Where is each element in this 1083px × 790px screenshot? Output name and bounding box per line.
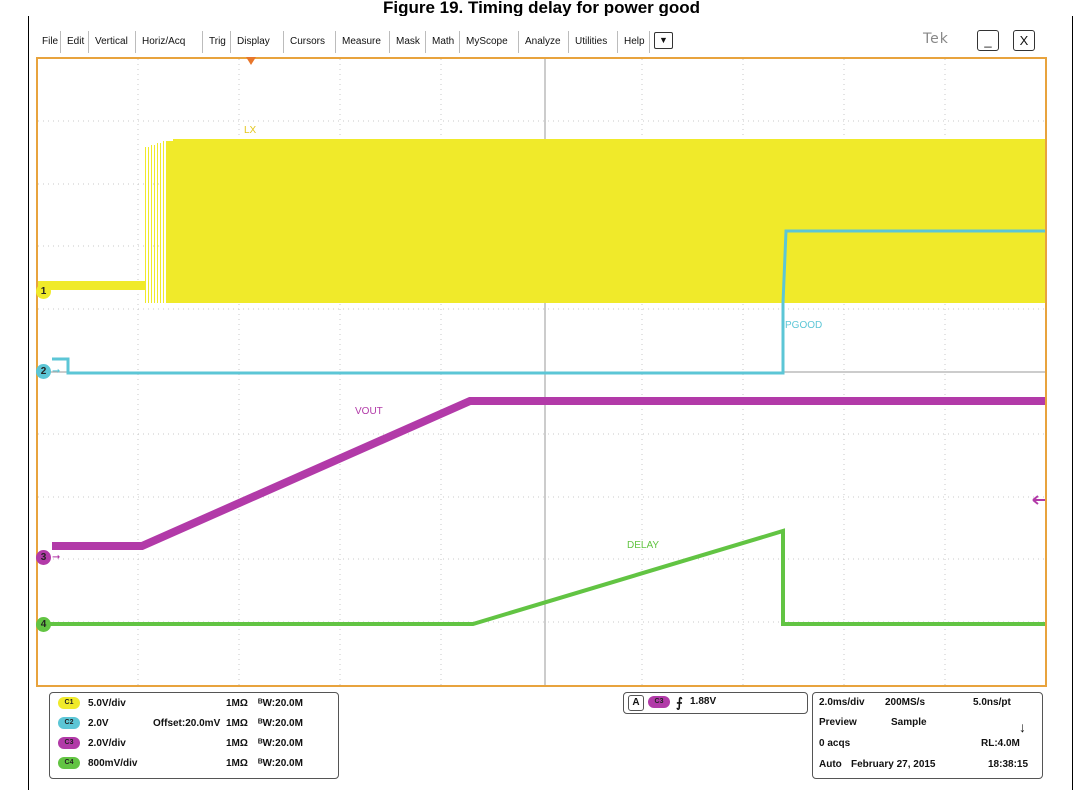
- ch3-reference-arrow: [1032, 495, 1045, 505]
- channel-bandwidth: ᴮW:20.0M: [258, 738, 303, 749]
- channel-settings-panel: C1 5.0V/div 1MΩ ᴮW:20.0M C2 2.0V Offset:…: [49, 692, 339, 779]
- menu-myscope[interactable]: MyScope: [466, 36, 508, 47]
- channel-scale: 800mV/div: [88, 758, 138, 769]
- menu-horiz-acq[interactable]: Horiz/Acq: [142, 36, 186, 47]
- channel-row-c3[interactable]: C3 2.0V/div 1MΩ ᴮW:20.0M: [58, 735, 334, 753]
- ch1-ground-marker[interactable]: 1: [36, 284, 51, 299]
- channel-bandwidth: ᴮW:20.0M: [258, 718, 303, 729]
- menu-divider: [518, 31, 519, 53]
- menu-divider: [88, 31, 89, 53]
- timebase-panel[interactable]: 2.0ms/div 200MS/s 5.0ns/pt Preview Sampl…: [812, 692, 1043, 779]
- channel-row-c4[interactable]: C4 800mV/div 1MΩ ᴮW:20.0M: [58, 755, 334, 773]
- channel-badge: C4: [58, 757, 80, 770]
- menu-divider: [60, 31, 61, 53]
- channel-scale: 5.0V/div: [88, 698, 126, 709]
- menu-divider: [617, 31, 618, 53]
- menu-mask[interactable]: Mask: [396, 36, 420, 47]
- menu-divider: [202, 31, 203, 53]
- ch4-ground-marker[interactable]: 4: [36, 617, 51, 632]
- tek-logo: Tek: [923, 31, 949, 47]
- ch3-arrow-icon: ➞: [52, 552, 61, 563]
- trigger-level: 1.88V: [690, 696, 717, 707]
- menu-divider: [568, 31, 569, 53]
- ch4-waveform-label: DELAY: [627, 540, 660, 551]
- minimize-icon: _: [984, 33, 992, 48]
- channel-badge: C2: [58, 717, 80, 730]
- acquisition-state: Preview: [819, 717, 857, 728]
- menu-divider: [335, 31, 336, 53]
- menu-dropdown-button[interactable]: ▼: [654, 32, 673, 49]
- close-button[interactable]: X: [1013, 30, 1035, 51]
- channel-coupling: 1MΩ: [226, 758, 248, 769]
- menu-divider: [283, 31, 284, 53]
- channel-bandwidth: ᴮW:20.0M: [258, 698, 303, 709]
- channel-badge: C3: [58, 737, 80, 750]
- menu-display[interactable]: Display: [237, 36, 270, 47]
- trigger-position-marker[interactable]: [246, 57, 256, 65]
- ch2-arrow-icon: ➞: [52, 366, 61, 377]
- trigger-label: A: [628, 695, 644, 711]
- channel-row-c1[interactable]: C1 5.0V/div 1MΩ ᴮW:20.0M: [58, 695, 334, 713]
- ch1-lx-trace: [38, 139, 1045, 303]
- menu-cursors[interactable]: Cursors: [290, 36, 326, 47]
- waveform-display: [38, 59, 1045, 685]
- trigger-settings-panel[interactable]: A C3 ⨍ 1.88V: [623, 692, 808, 714]
- acquisition-mode: Sample: [891, 717, 927, 728]
- menu-divider: [230, 31, 231, 53]
- channel-coupling: 1MΩ: [226, 738, 248, 749]
- run-stop-icon: ↓: [1019, 719, 1026, 735]
- channel-scale: 2.0V/div: [88, 738, 126, 749]
- ch2-waveform-label: PGOOD: [785, 320, 823, 331]
- menu-vertical[interactable]: Vertical: [95, 36, 128, 47]
- ch2-pgood-trace: [52, 229, 1045, 375]
- ch3-ground-marker[interactable]: 3: [36, 550, 51, 565]
- channel-row-c2[interactable]: C2 2.0V Offset:20.0mV 1MΩ ᴮW:20.0M: [58, 715, 334, 733]
- channel-offset: Offset:20.0mV: [153, 718, 221, 729]
- menu-trig[interactable]: Trig: [209, 36, 226, 47]
- menu-divider: [425, 31, 426, 53]
- ch4-delay-trace: [38, 528, 1045, 626]
- chevron-down-icon: ▼: [659, 35, 668, 45]
- ch1-waveform-label: LX: [244, 125, 257, 136]
- menu-divider: [389, 31, 390, 53]
- record-length: RL:4.0M: [981, 738, 1020, 749]
- ch2-ground-marker[interactable]: 2: [36, 364, 51, 379]
- rising-edge-icon: ⨍: [676, 695, 683, 710]
- trigger-mode: Auto: [819, 759, 842, 770]
- menu-help[interactable]: Help: [624, 36, 645, 47]
- page-title: Figure 19. Timing delay for power good: [382, 0, 701, 17]
- menu-measure[interactable]: Measure: [342, 36, 381, 47]
- menu-edit[interactable]: Edit: [67, 36, 85, 47]
- acquisition-date: February 27, 2015: [851, 759, 936, 770]
- minimize-button[interactable]: _: [977, 30, 999, 51]
- horizontal-scale: 2.0ms/div: [819, 697, 865, 708]
- menu-divider: [135, 31, 136, 53]
- close-icon: X: [1019, 33, 1029, 48]
- trigger-source-badge: C3: [648, 696, 670, 708]
- menu-utilities[interactable]: Utilities: [575, 36, 608, 47]
- ch3-vout-trace: [52, 397, 1045, 550]
- channel-coupling: 1MΩ: [226, 718, 248, 729]
- channel-scale: 2.0V: [88, 718, 109, 729]
- acquisition-time: 18:38:15: [988, 759, 1029, 770]
- channel-badge: C1: [58, 697, 80, 710]
- menu-analyze[interactable]: Analyze: [525, 36, 561, 47]
- menu-bar: File Edit Vertical Horiz/Acq Trig Displa…: [38, 26, 1048, 56]
- acquisition-count: 0 acqs: [819, 738, 851, 749]
- menu-file[interactable]: File: [42, 36, 59, 47]
- sample-rate: 200MS/s: [885, 697, 926, 708]
- time-per-point: 5.0ns/pt: [973, 697, 1011, 708]
- channel-coupling: 1MΩ: [226, 698, 248, 709]
- menu-divider: [459, 31, 460, 53]
- channel-bandwidth: ᴮW:20.0M: [258, 758, 303, 769]
- ch3-waveform-label: VOUT: [355, 406, 383, 417]
- menu-divider: [649, 31, 650, 53]
- menu-math[interactable]: Math: [432, 36, 455, 47]
